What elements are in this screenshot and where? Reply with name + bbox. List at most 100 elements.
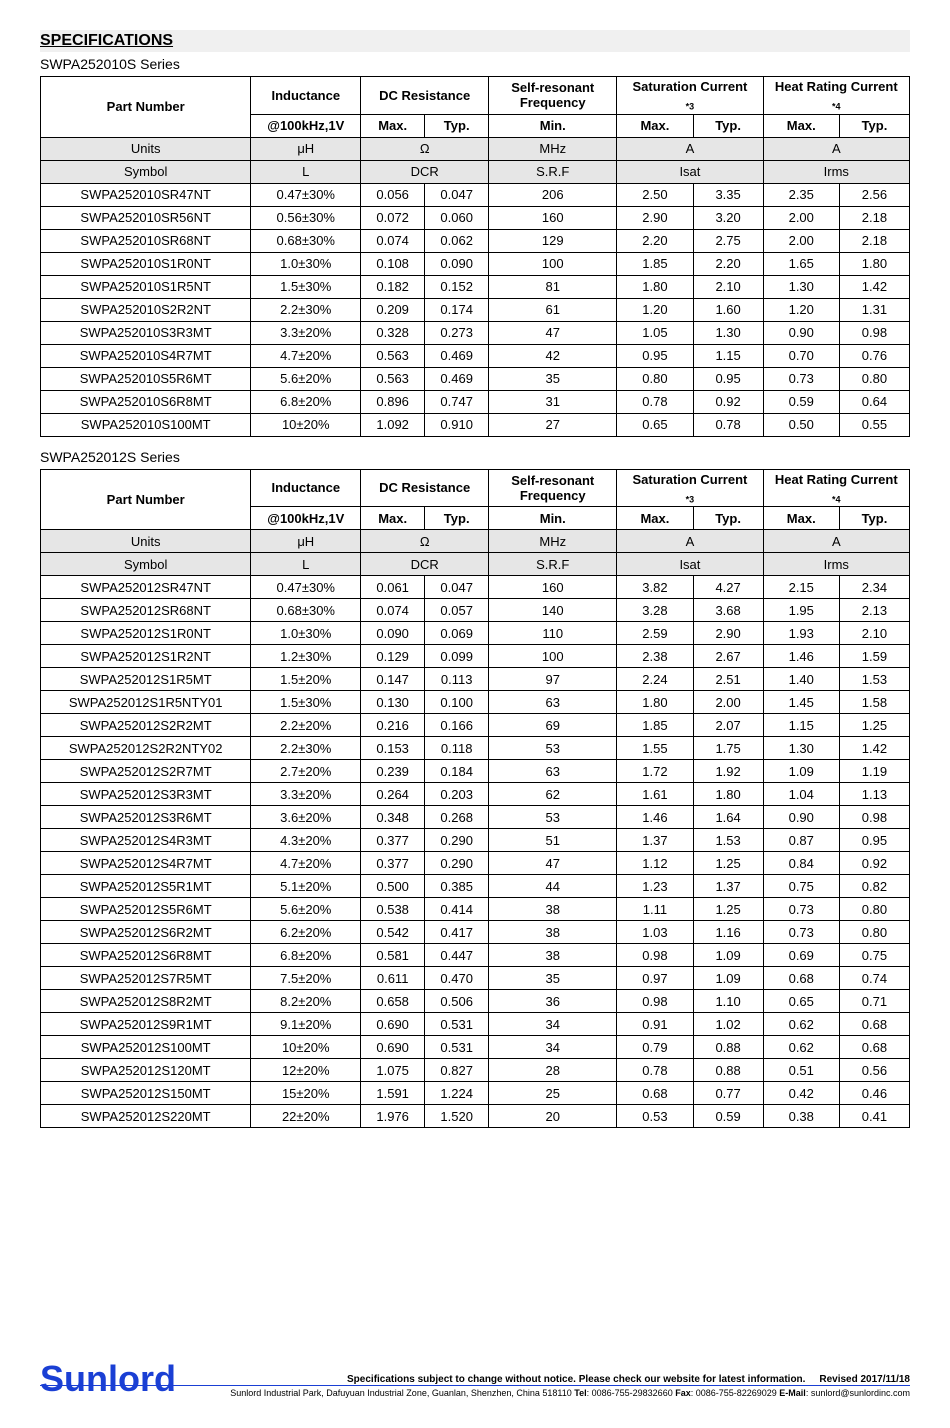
table-cell: 0.55 <box>839 413 909 436</box>
table-row: SWPA252010S1R0NT1.0±30%0.1080.0901001.85… <box>41 252 910 275</box>
table-cell: 0.77 <box>693 1082 763 1105</box>
table-cell: 0.611 <box>361 967 425 990</box>
table-cell: 0.147 <box>361 668 425 691</box>
table-cell: 140 <box>489 599 617 622</box>
table-cell: 10±20% <box>251 413 361 436</box>
table-cell: 0.73 <box>763 921 839 944</box>
table-cell: 1.09 <box>763 760 839 783</box>
table-cell: 0.62 <box>763 1036 839 1059</box>
table-cell: 36 <box>489 990 617 1013</box>
table-cell: 0.80 <box>839 898 909 921</box>
table-cell: 1.46 <box>617 806 693 829</box>
units-label: Units <box>41 530 251 553</box>
table-cell: 0.59 <box>763 390 839 413</box>
table-cell: 1.80 <box>617 691 693 714</box>
table-cell: 0.73 <box>763 367 839 390</box>
dcr-typ: Typ. <box>425 114 489 137</box>
table-cell: 1.72 <box>617 760 693 783</box>
table-cell: SWPA252010S100MT <box>41 413 251 436</box>
table-cell: 0.41 <box>839 1105 909 1128</box>
table-cell: 206 <box>489 183 617 206</box>
col-srf: Self-resonant Frequency <box>489 77 617 115</box>
table-row: SWPA252012S3R3MT3.3±20%0.2640.203621.611… <box>41 783 910 806</box>
table-cell: 38 <box>489 898 617 921</box>
table-row: SWPA252012S2R7MT2.7±20%0.2390.184631.721… <box>41 760 910 783</box>
series2-table: Part Number Inductance DC Resistance Sel… <box>40 469 910 1129</box>
table-cell: 0.108 <box>361 252 425 275</box>
table-cell: 1.85 <box>617 252 693 275</box>
table-cell: 1.93 <box>763 622 839 645</box>
table-cell: 0.73 <box>763 898 839 921</box>
table-cell: 0.75 <box>763 875 839 898</box>
table-cell: SWPA252010SR47NT <box>41 183 251 206</box>
table-cell: 3.3±20% <box>251 321 361 344</box>
table-cell: 2.15 <box>763 576 839 599</box>
table-cell: 0.97 <box>617 967 693 990</box>
table-cell: 1.19 <box>839 760 909 783</box>
table-cell: 1.75 <box>693 737 763 760</box>
table-cell: 0.95 <box>839 829 909 852</box>
table-cell: 1.13 <box>839 783 909 806</box>
table-row: SWPA252012S9R1MT9.1±20%0.6900.531340.911… <box>41 1013 910 1036</box>
table-cell: 4.7±20% <box>251 852 361 875</box>
irms-max: Max. <box>763 114 839 137</box>
table-cell: SWPA252012S4R7MT <box>41 852 251 875</box>
table-cell: SWPA252012S5R1MT <box>41 875 251 898</box>
table-cell: 1.85 <box>617 714 693 737</box>
table-cell: 100 <box>489 252 617 275</box>
table-row: SWPA252010S3R3MT3.3±20%0.3280.273471.051… <box>41 321 910 344</box>
units-srf: MHz <box>489 530 617 553</box>
table-cell: 129 <box>489 229 617 252</box>
units-isat: A <box>617 530 763 553</box>
symbol-srf: S.R.F <box>489 553 617 576</box>
table-cell: SWPA252012SR68NT <box>41 599 251 622</box>
table-cell: 1.20 <box>617 298 693 321</box>
col-partnumber: Part Number <box>41 469 251 530</box>
table-cell: 0.506 <box>425 990 489 1013</box>
table-cell: 0.910 <box>425 413 489 436</box>
table-cell: SWPA252012S8R2MT <box>41 990 251 1013</box>
isat-max: Max. <box>617 114 693 137</box>
table-cell: 1.12 <box>617 852 693 875</box>
table-cell: 0.80 <box>839 921 909 944</box>
table-cell: SWPA252012S6R2MT <box>41 921 251 944</box>
table-cell: 0.469 <box>425 344 489 367</box>
table-cell: 1.59 <box>839 645 909 668</box>
units-label: Units <box>41 137 251 160</box>
symbol-ind: L <box>251 160 361 183</box>
table-cell: 0.68±30% <box>251 599 361 622</box>
table-row: SWPA252012S4R7MT4.7±20%0.3770.290471.121… <box>41 852 910 875</box>
col-dcres: DC Resistance <box>361 469 489 507</box>
table-cell: 0.072 <box>361 206 425 229</box>
table-cell: 0.80 <box>839 367 909 390</box>
table-cell: SWPA252012S3R3MT <box>41 783 251 806</box>
table-cell: 34 <box>489 1036 617 1059</box>
table-cell: 53 <box>489 806 617 829</box>
table-cell: 2.00 <box>693 691 763 714</box>
table-cell: 0.79 <box>617 1036 693 1059</box>
table-cell: SWPA252012S2R7MT <box>41 760 251 783</box>
table-cell: 0.56 <box>839 1059 909 1082</box>
table-cell: 1.520 <box>425 1105 489 1128</box>
table-cell: 1.11 <box>617 898 693 921</box>
table-cell: 110 <box>489 622 617 645</box>
table-cell: SWPA252010S2R2NT <box>41 298 251 321</box>
fax-value: : 0086-755-82269029 <box>691 1388 780 1398</box>
symbol-dcr: DCR <box>361 553 489 576</box>
table-cell: 0.581 <box>361 944 425 967</box>
table-cell: 2.59 <box>617 622 693 645</box>
table-cell: 2.90 <box>693 622 763 645</box>
table-cell: 2.67 <box>693 645 763 668</box>
table-cell: 3.20 <box>693 206 763 229</box>
symbol-isat: Isat <box>617 553 763 576</box>
table-cell: 2.20 <box>617 229 693 252</box>
table-cell: 31 <box>489 390 617 413</box>
table-cell: SWPA252012S1R0NT <box>41 622 251 645</box>
table-cell: 0.38 <box>763 1105 839 1128</box>
table-cell: 0.98 <box>617 944 693 967</box>
table-cell: 6.8±20% <box>251 390 361 413</box>
table-cell: 0.100 <box>425 691 489 714</box>
ind-cond: @100kHz,1V <box>251 507 361 530</box>
table-cell: 1.04 <box>763 783 839 806</box>
table-row: SWPA252012S220MT22±20%1.9761.520200.530.… <box>41 1105 910 1128</box>
